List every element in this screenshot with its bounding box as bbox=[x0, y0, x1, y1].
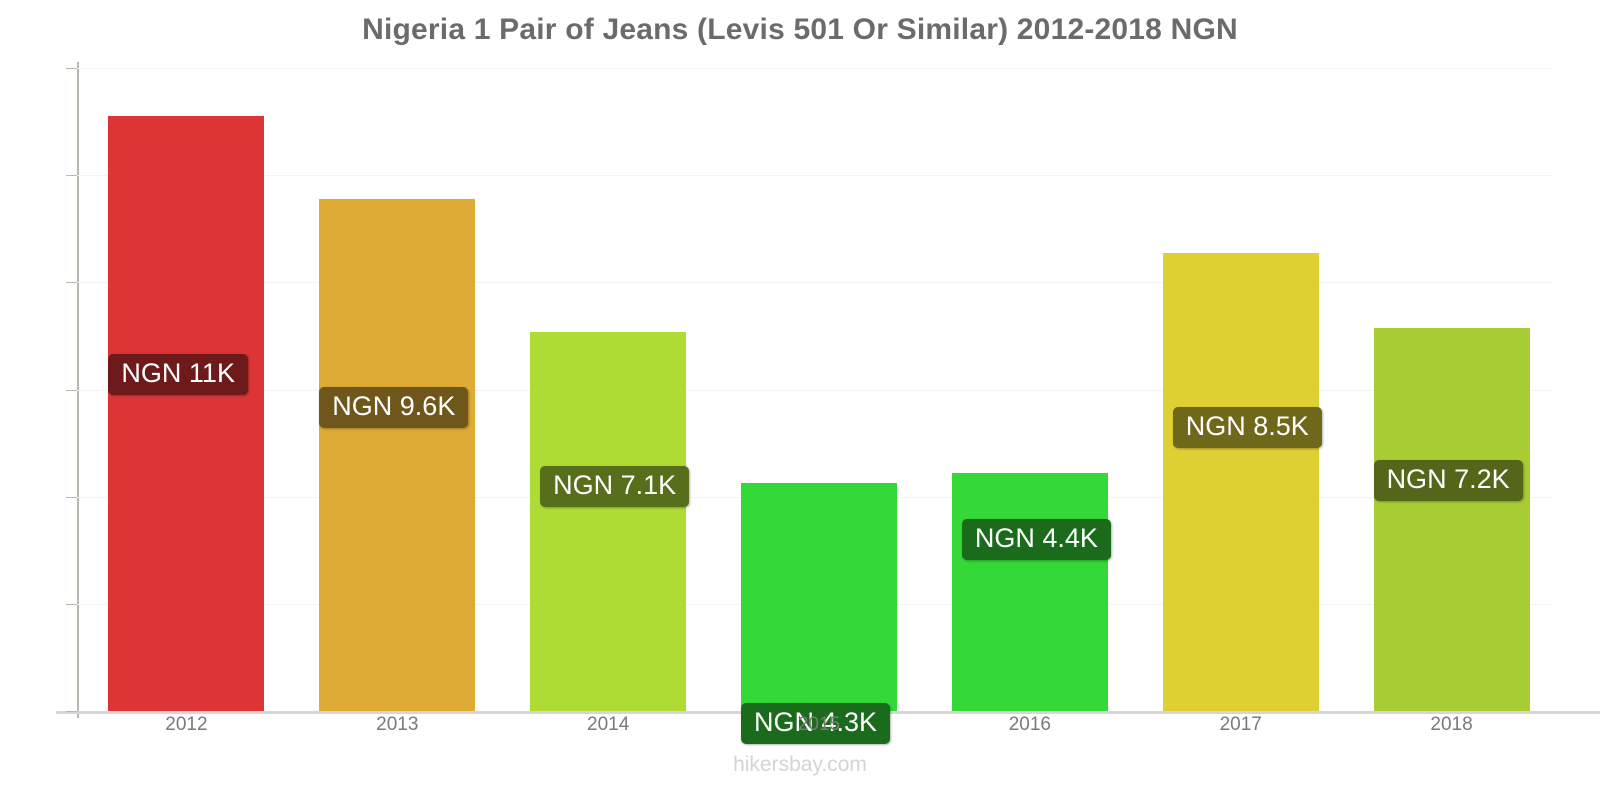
gridline bbox=[77, 175, 1553, 177]
bar[interactable] bbox=[108, 116, 265, 711]
x-axis-tick-label: 2014 bbox=[587, 714, 630, 735]
bar-rect[interactable] bbox=[319, 198, 476, 711]
bar-value-label: NGN 7.2K bbox=[1373, 460, 1523, 502]
bar-rect[interactable] bbox=[530, 331, 687, 711]
y-axis-tick-mark bbox=[66, 68, 77, 69]
x-axis-tick-label: 2013 bbox=[376, 714, 419, 735]
bar-value-label: NGN 7.1K bbox=[540, 465, 690, 507]
bar-value-label: NGN 9.6K bbox=[319, 386, 469, 428]
bar-value-label: NGN 8.5K bbox=[1172, 407, 1322, 449]
x-axis-tick-label: 2015 bbox=[797, 714, 841, 735]
bar[interactable] bbox=[1373, 328, 1530, 711]
x-axis-tick-label: 2012 bbox=[165, 714, 208, 735]
bar[interactable] bbox=[530, 331, 687, 711]
bar[interactable] bbox=[319, 198, 476, 711]
bar[interactable] bbox=[1162, 253, 1319, 711]
bar[interactable] bbox=[951, 473, 1108, 711]
y-axis-tick-mark bbox=[66, 389, 77, 391]
bar[interactable] bbox=[741, 482, 897, 711]
bar-value-label: NGN 11K bbox=[108, 354, 248, 396]
x-axis-tick-label: 2017 bbox=[1219, 714, 1262, 735]
y-axis-tick-mark bbox=[66, 496, 77, 498]
x-axis-tick-label: 2016 bbox=[1008, 714, 1051, 735]
bar-rect[interactable] bbox=[741, 482, 897, 711]
bar-rect[interactable] bbox=[108, 116, 265, 711]
gridline bbox=[77, 68, 1553, 69]
bar-rect[interactable] bbox=[1162, 253, 1319, 711]
y-axis-tick-mark bbox=[66, 282, 77, 284]
y-axis-tick-mark bbox=[66, 603, 77, 605]
bar-value-label: NGN 4.3K bbox=[741, 702, 891, 744]
gridline bbox=[77, 389, 1553, 391]
page-title: Nigeria 1 Pair of Jeans (Levis 501 Or Si… bbox=[362, 13, 1238, 46]
x-axis-tick-label: 2018 bbox=[1430, 714, 1473, 735]
gridline bbox=[77, 282, 1553, 284]
bar-value-label: NGN 4.4K bbox=[961, 519, 1111, 561]
source-watermark: hikersbay.com bbox=[733, 753, 867, 776]
bar-rect[interactable] bbox=[1373, 328, 1530, 711]
bar-rect[interactable] bbox=[951, 473, 1108, 711]
y-axis-tick-mark bbox=[66, 175, 77, 177]
y-axis-tick-mark bbox=[66, 711, 77, 712]
